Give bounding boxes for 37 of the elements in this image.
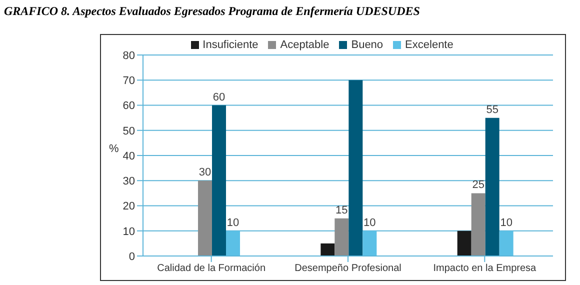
bar [471,193,486,256]
bar [212,105,226,256]
legend-label: Aceptable [280,39,330,51]
y-tick-label: 60 [122,100,135,112]
data-label: 10 [364,216,376,229]
y-tick-label: 30 [122,176,135,188]
y-tick-label: 80 [122,50,135,62]
legend-label: Bueno [351,39,384,51]
y-tick-label: 10 [122,226,135,238]
bar [320,243,335,256]
bar [348,80,363,256]
data-label: 10 [226,216,240,229]
chart-title: GRAFICO 8. Aspectos Evaluados Egresados Programa de Enfermería UDESUDES [4,4,421,19]
data-label: 60 [212,91,226,104]
bar [226,230,240,256]
data-label: 15 [336,204,348,216]
bar [362,230,377,256]
bar [499,230,514,256]
x-tick-label: Impacto en la Empresa [433,263,537,274]
bar [457,230,472,256]
legend-label: Excelente [405,39,454,51]
x-tick-label: Desempeño Profesional [294,263,402,274]
bar [198,180,212,256]
data-label: 30 [198,166,212,179]
data-label: 25 [472,179,484,192]
y-tick-label: 50 [122,125,135,138]
y-tick-label: 20 [122,200,135,213]
bar [334,218,349,256]
data-label: 10 [500,216,512,229]
legend-label: Insuficiente [202,39,258,51]
y-tick-label: 0 [128,250,135,263]
y-axis-title: % [109,143,119,155]
x-tick-label: Calidad de la Formación [157,263,266,274]
data-label: 55 [486,104,498,116]
y-tick-label: 70 [122,75,135,88]
bar [485,118,500,256]
y-tick-label: 40 [122,150,135,162]
